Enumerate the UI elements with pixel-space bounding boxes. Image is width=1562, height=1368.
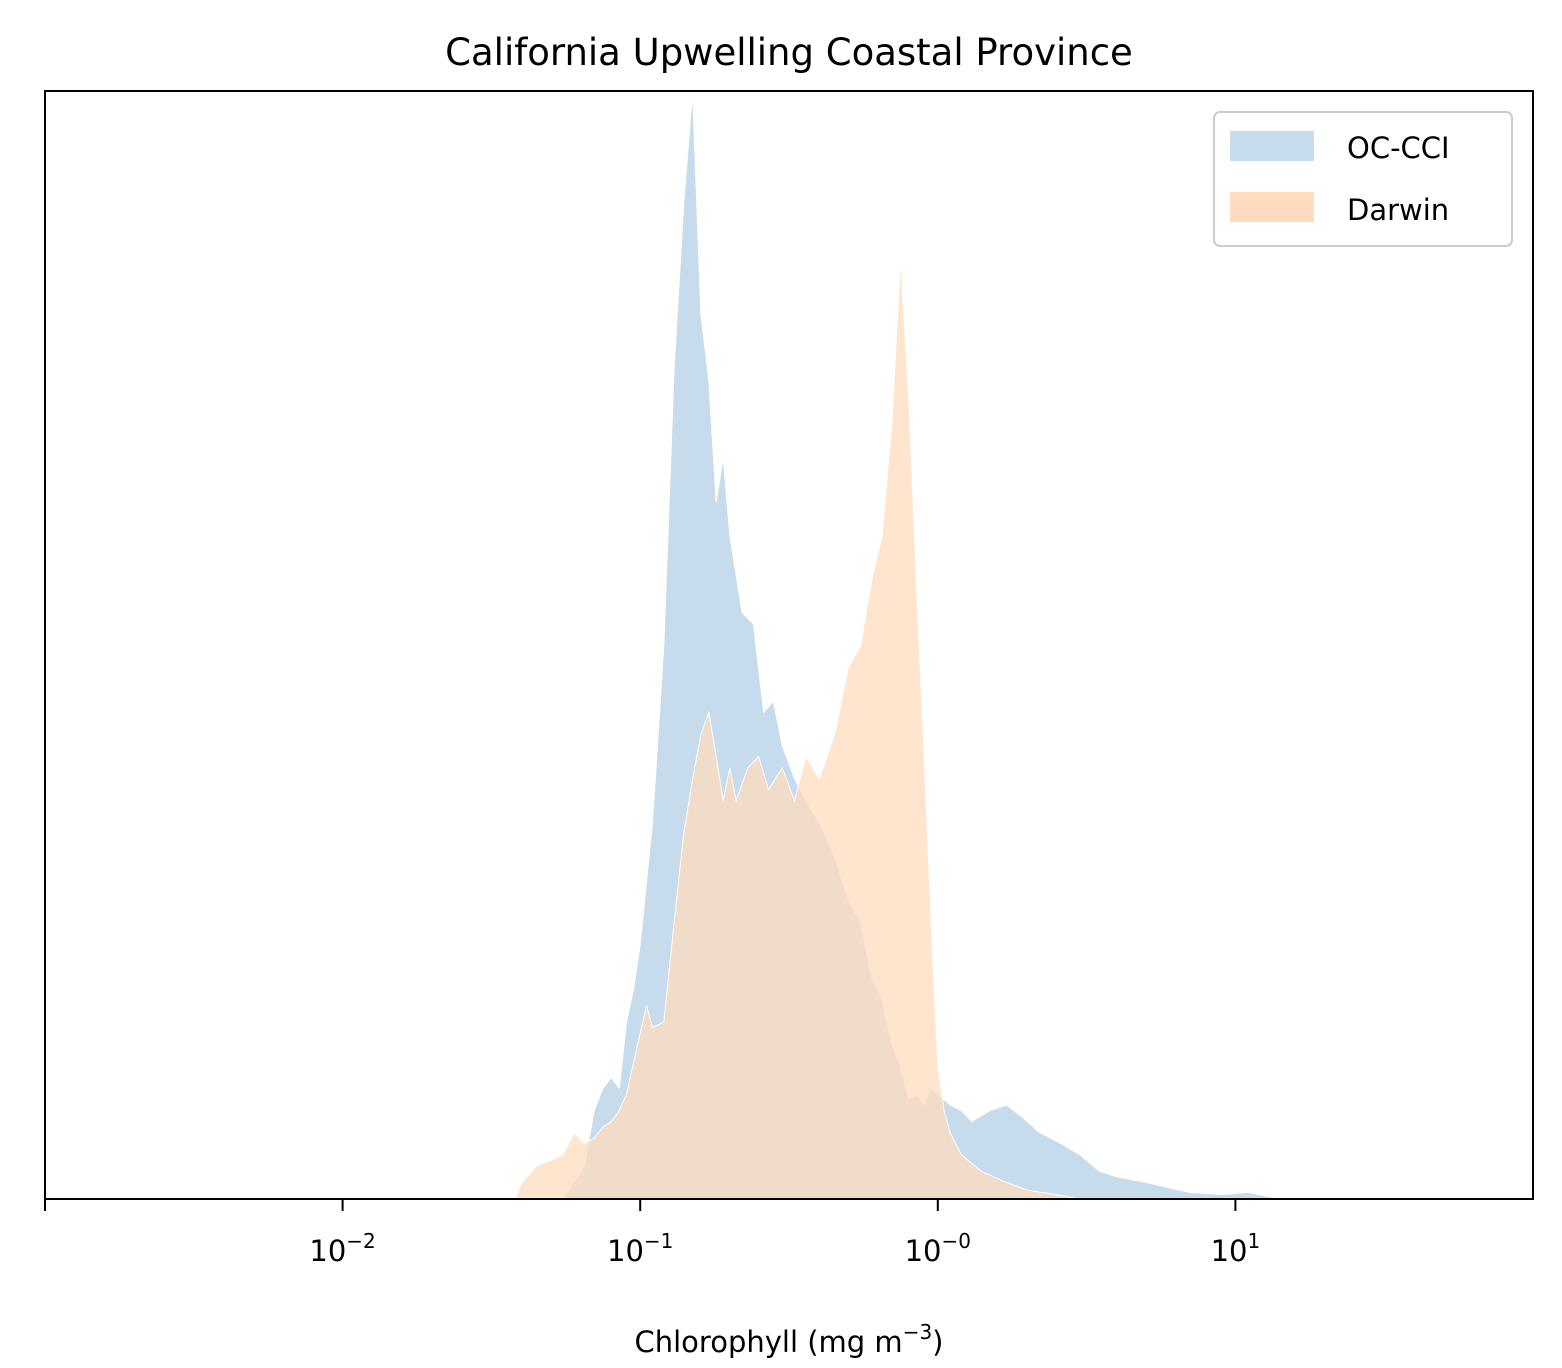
chart-title: California Upwelling Coastal Province [445,31,1133,74]
x-tick-label-2: 10−1 [607,1229,673,1268]
x-axis-ticks: 10−2 10−1 10−0 101 [44,1199,1261,1268]
legend-label-oc-cci: OC-CCI [1347,131,1450,165]
plot-frame [44,90,1534,1200]
x-axis-label: Chlorophyll (mg m−3) [635,1320,944,1359]
x-tick-label-3: 10−0 [905,1229,971,1268]
legend-swatch-darwin [1230,192,1314,222]
x-tick-label-1: 10−2 [309,1229,375,1268]
legend-label-darwin: Darwin [1347,193,1449,227]
legend-swatch-oc-cci [1230,131,1314,161]
area-series-darwin [514,258,1080,1200]
plot-areas [514,92,1288,1200]
x-tick-label-4: 101 [1211,1229,1261,1268]
legend: OC-CCI Darwin [1213,111,1513,247]
